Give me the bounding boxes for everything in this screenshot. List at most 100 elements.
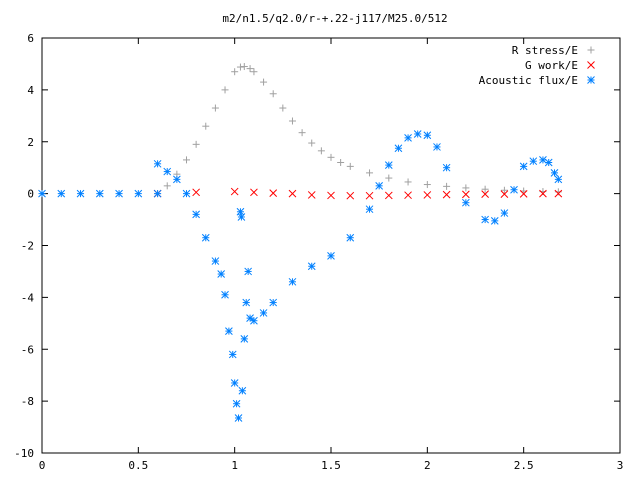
data-point [365, 191, 374, 200]
data-point [443, 182, 451, 190]
data-point [250, 188, 258, 197]
data-point [232, 399, 241, 408]
plot-border [41, 37, 621, 454]
data-point [211, 104, 219, 112]
data-point [481, 190, 489, 198]
x-tick-label: 2 [424, 459, 431, 472]
data-point [192, 140, 200, 148]
data-point [500, 209, 509, 217]
x-tick-label: 0.5 [128, 459, 148, 472]
data-point [442, 163, 451, 172]
data-point [57, 189, 66, 198]
data-point [554, 175, 563, 184]
data-point [375, 181, 384, 190]
data-point [544, 158, 553, 167]
data-point [462, 184, 470, 192]
data-point [337, 159, 345, 166]
data-point [317, 147, 325, 155]
data-point [384, 161, 393, 169]
data-point [500, 186, 508, 194]
x-tick-label: 0 [39, 459, 46, 472]
data-point [182, 189, 191, 198]
y-tick-label: 4 [27, 84, 34, 97]
data-point [238, 386, 247, 395]
data-point [153, 189, 162, 198]
data-point [279, 104, 287, 112]
data-point [481, 185, 489, 193]
data-point [202, 122, 210, 130]
series-2 [153, 187, 563, 200]
x-tick-label: 1 [231, 459, 238, 472]
data-point [211, 257, 220, 265]
data-point [192, 210, 200, 219]
data-point [327, 153, 335, 161]
series-3 [38, 130, 563, 422]
data-point [366, 169, 374, 177]
data-point [288, 277, 297, 286]
data-point [442, 190, 451, 199]
data-point [244, 267, 253, 276]
plot-frame [41, 37, 621, 454]
legend-label: G work/E [525, 59, 578, 72]
data-point [308, 139, 316, 147]
data-point [225, 327, 233, 335]
data-point [288, 189, 297, 198]
y-tick-label: 2 [27, 136, 34, 149]
data-point [230, 379, 239, 387]
data-point [240, 63, 248, 71]
data-point [327, 191, 335, 200]
data-point [529, 157, 538, 166]
legend-label: R stress/E [512, 44, 578, 57]
data-point [221, 290, 229, 299]
data-point [259, 309, 268, 317]
data-point [307, 191, 316, 199]
data-point [307, 262, 316, 271]
data-point [269, 189, 278, 197]
data-point [346, 233, 355, 242]
data-point [231, 68, 239, 76]
data-point [237, 213, 246, 221]
data-point [423, 181, 431, 189]
data-point [394, 144, 403, 153]
axis-ticks: 0 0.5 1 1.5 2 2.5 3 -10 -8 -6 -4 -2 0 2 4 6 [14, 32, 623, 472]
y-tick-label: -2 [21, 240, 34, 253]
data-point [163, 182, 171, 190]
data-point [423, 131, 432, 140]
data-point [221, 86, 229, 94]
legend-marker [587, 61, 595, 69]
data-point [134, 189, 143, 198]
legend-marker [587, 46, 595, 54]
x-tick-label: 2.5 [514, 459, 534, 472]
data-point [269, 90, 277, 98]
data-point [481, 215, 489, 224]
data-point [346, 191, 355, 200]
data-point [76, 189, 85, 198]
data-point [404, 134, 412, 142]
data-point [95, 189, 104, 198]
data-point [240, 335, 249, 343]
y-tick-label: -6 [21, 343, 34, 356]
data-point [500, 190, 509, 198]
data-point [183, 156, 190, 164]
data-point [519, 190, 528, 198]
data-point [539, 189, 547, 198]
data-point [246, 65, 254, 73]
data-point [163, 167, 172, 176]
data-point [269, 298, 278, 307]
legend-label: Acoustic flux/E [479, 74, 578, 87]
chart-title: m2/n1.5/q2.0/r-+.22-j117/M25.0/512 [222, 12, 447, 25]
data-point [433, 143, 441, 151]
y-tick-label: 0 [27, 188, 34, 201]
y-tick-label: -4 [21, 291, 35, 304]
legend: R stress/E G work/E Acoustic flux/E [479, 44, 595, 87]
data-point [462, 190, 470, 199]
legend-marker [587, 76, 595, 84]
data-point [250, 68, 258, 76]
y-tick-label: -10 [14, 447, 34, 460]
data-point [260, 78, 268, 86]
x-tick-label: 3 [617, 459, 624, 472]
data-point [554, 189, 563, 198]
series-layer [38, 63, 563, 422]
data-point [298, 129, 306, 137]
